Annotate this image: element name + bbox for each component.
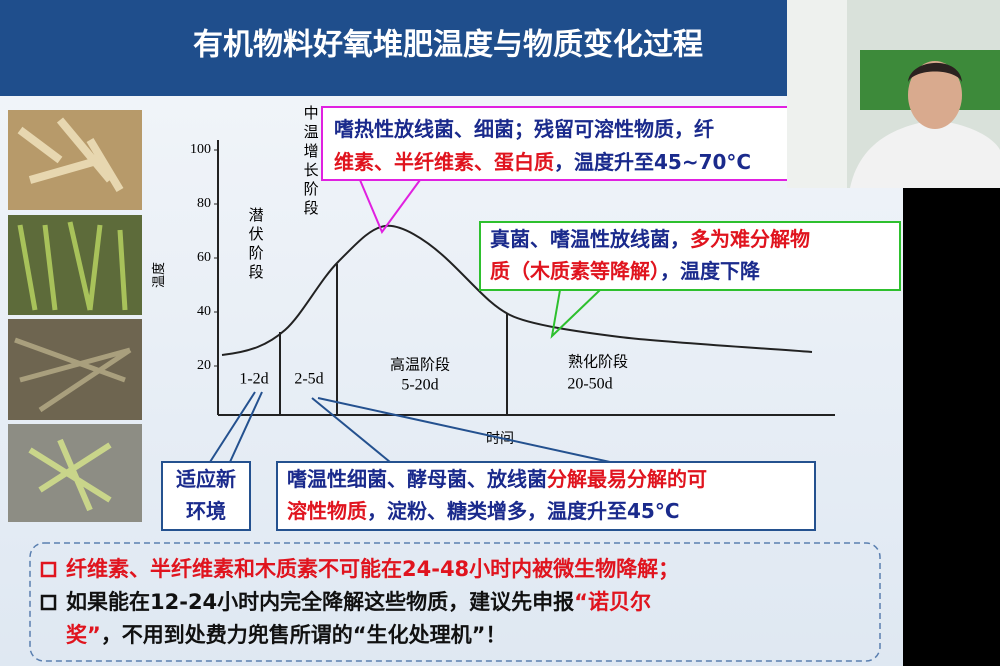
y-tick-label: 40 [197,304,211,319]
text-segment: 真菌、嗜温性放线菌， [490,227,690,251]
text-segment: ，不用到处费力兜售所谓的“生化处理机”！ [101,623,507,647]
text-segment: 嗜温性细菌、酵母菌、放线菌 [287,467,547,491]
phase-duration: 2-5d [294,371,323,388]
callout-box [276,461,816,531]
phase-name: 潜伏阶段 [247,207,264,283]
callout-box [479,221,901,291]
phase-duration: 5-20d [401,377,438,394]
text-line: 嗜温性细菌、酵母菌、放线菌分解最易分解的可 [287,467,707,491]
y-tick-label: 20 [197,358,211,373]
y-tick-label: 60 [197,250,211,265]
x-label: 时间 [486,431,514,447]
text-segment: 如果能在12-24小时内完全降解这些物质，建议先申报 [66,590,574,614]
callout-box [161,461,251,531]
bullet [40,561,57,578]
text-line: 如果能在12-24小时内完全降解这些物质，建议先申报“诺贝尔 [66,590,651,614]
phase-name: 中温增长阶段 [302,105,319,219]
text-segment: 分解最易分解的可 [547,467,707,491]
title-bar [0,0,903,96]
phase-name: 高温阶段 [390,356,450,373]
notes-box [29,542,881,662]
bullet [40,594,57,611]
text-line: 纤维素、半纤维素和木质素不可能在24-48小时内被微生物降解； [66,557,679,581]
text-line: 维素、半纤维素、蛋白质，温度升至45~70°C [334,150,751,174]
text-line: 环境 [186,499,226,523]
text-segment: ，淀粉、糖类增多，温度升至45°C [367,499,680,523]
temperature-curve [221,224,813,356]
text-segment: 溶性物质 [287,499,367,523]
title: 有机物料好氧堆肥温度与物质变化过程 [193,28,703,63]
text-segment: ，温度下降 [660,259,761,283]
text-segment: ，温度升至45~70°C [554,150,751,174]
text-segment: 质（木质素等降解） [490,259,660,283]
text-segment: 多为难分解物 [690,227,810,251]
text-line: 真菌、嗜温性放线菌，多为难分解物 [490,227,810,251]
text-line: 溶性物质，淀粉、糖类增多，温度升至45°C [287,499,680,523]
text-segment: 嗜热性放线菌、细菌；残留可溶性物质，纤 [334,117,714,141]
text-segment: 环境 [186,499,226,523]
chart: 温度 时间 1-2d 2-5d 高温阶段 5-20d 熟化阶段 20-50d 2… [151,105,835,447]
photos [8,110,142,522]
text-line: 适应新 [176,467,236,491]
text-segment: 奖” [66,623,101,647]
y-tick-label: 100 [190,142,211,157]
phase-duration: 1-2d [239,371,268,388]
webcam [787,0,1000,188]
text-line: 嗜热性放线菌、细菌；残留可溶性物质，纤 [334,117,714,141]
text-segment: 适应新 [176,467,236,491]
text-segment: 纤维素、半纤维素和木质素不可能在24-48小时内被微生物降解； [66,557,679,581]
pointers [209,179,611,463]
text-segment: “诺贝尔 [574,590,651,614]
phase-duration: 20-50d [567,376,612,393]
y-label: 温度 [151,262,166,288]
y-tick-label: 80 [197,196,211,211]
phase-name: 熟化阶段 [568,353,628,370]
text-segment: 维素、半纤维素、蛋白质 [334,150,554,174]
callout-box [321,106,793,181]
text-line: 质（木质素等降解），温度下降 [490,259,761,283]
text-line: 奖”，不用到处费力兜售所谓的“生化处理机”！ [66,623,506,647]
